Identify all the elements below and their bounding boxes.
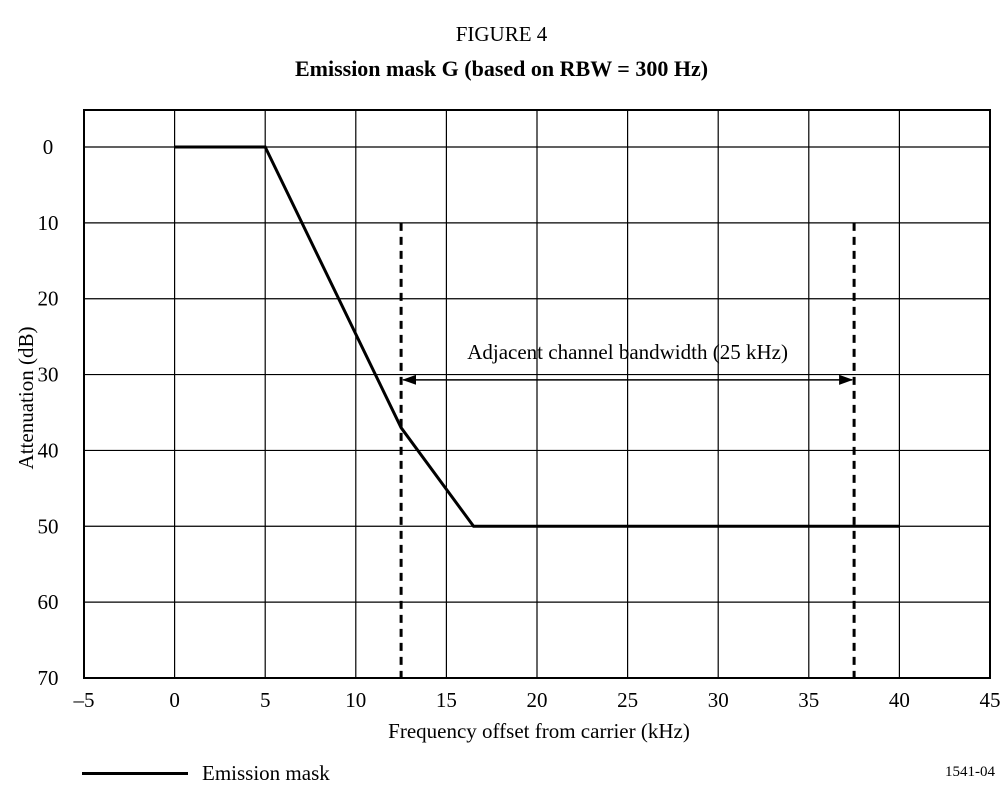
x-tick-labels: –5 0 5 10 15 20 25 30 35 40 45 (73, 688, 1001, 712)
series-layer (174, 145, 900, 528)
legend-swatch-emission-mask (82, 771, 188, 775)
y-tick-label: 10 (38, 211, 59, 235)
chart-title: Emission mask G (based on RBW = 300 Hz) (294, 56, 709, 81)
figure-label: FIGURE 4 (455, 22, 548, 46)
x-tick-label: 20 (527, 688, 548, 712)
y-tick-label: 20 (38, 287, 59, 311)
grid (84, 110, 990, 678)
plot-frame (83, 109, 991, 679)
y-tick-label: 50 (38, 514, 59, 538)
y-tick-label: 60 (38, 590, 59, 614)
y-tick-label: 70 (38, 666, 59, 690)
x-tick-label: 25 (617, 688, 638, 712)
y-tick-label: 40 (38, 438, 59, 462)
y-axis-label: Attenuation (dB) (14, 327, 38, 470)
x-tick-label: 45 (980, 688, 1001, 712)
channel-markers (399, 222, 856, 678)
legend: Emission mask (82, 760, 330, 786)
figure-code: 1541-04 (945, 764, 995, 780)
y-tick-labels: 0 10 20 30 40 50 60 70 (38, 135, 59, 690)
x-axis-label: Frequency offset from carrier (kHz) (388, 719, 690, 743)
y-tick-label: 30 (38, 363, 59, 387)
x-tick-label: 0 (169, 688, 180, 712)
x-tick-label: 35 (798, 688, 819, 712)
x-tick-label: 15 (436, 688, 457, 712)
x-tick-label: 10 (345, 688, 366, 712)
bandwidth-annotation-text: Adjacent channel bandwidth (25 kHz) (467, 340, 788, 364)
x-tick-label: 30 (708, 688, 729, 712)
x-tick-label: –5 (73, 688, 95, 712)
x-tick-label: 5 (260, 688, 271, 712)
y-tick-label: 0 (43, 135, 54, 159)
annotations: Adjacent channel bandwidth (25 kHz) (402, 340, 854, 385)
x-tick-label: 40 (889, 688, 910, 712)
legend-label-emission-mask: Emission mask (202, 760, 330, 785)
series-line-emission-mask (174, 145, 900, 528)
